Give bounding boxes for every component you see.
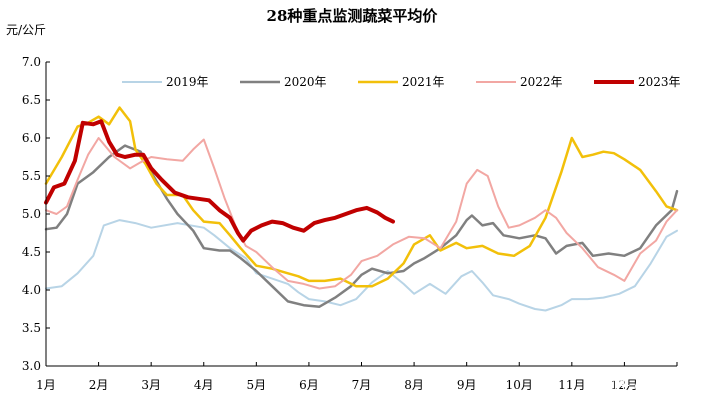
series-line-2020年 — [44, 144, 679, 308]
y-tick-label: 6.5 — [22, 93, 41, 107]
x-tick-label: 10月 — [506, 378, 533, 392]
x-tick-label: 5月 — [247, 378, 267, 392]
legend-label: 2023年 — [638, 75, 681, 89]
x-tick-label: 9月 — [457, 378, 477, 392]
y-tick-label: 4.0 — [22, 283, 41, 297]
series-line-2021年 — [44, 106, 679, 288]
x-tick-label: 3月 — [141, 378, 161, 392]
y-tick-label: 5.5 — [22, 169, 41, 183]
x-tick-label: 7月 — [352, 378, 372, 392]
x-tick-label: 4月 — [194, 378, 214, 392]
legend-label: 2020年 — [284, 75, 327, 89]
legend-label: 2022年 — [520, 75, 563, 89]
y-tick-label: 6.0 — [22, 131, 41, 145]
series-lines — [44, 106, 679, 312]
x-tick-label: 1月 — [36, 378, 56, 392]
x-tick-label: 8月 — [404, 378, 424, 392]
series-line-2022年 — [45, 137, 678, 290]
series-line-2019年 — [45, 219, 678, 312]
legend-label: 2019年 — [166, 75, 209, 89]
x-ticks: 1月 2月 3月 4月 5月 6月 7月 8月 9月 10月 11月 12月 — [36, 362, 678, 392]
y-tick-label: 7.0 — [22, 55, 41, 69]
watermark: 知乎 @Ph迪 — [604, 378, 676, 394]
legend-label: 2021年 — [402, 75, 445, 89]
chart-title: 28种重点监测蔬菜平均价 — [267, 7, 439, 25]
y-tick-label: 3.5 — [22, 321, 41, 335]
x-tick-label: 12月 — [611, 378, 638, 392]
y-tick-label: 4.5 — [22, 245, 41, 259]
x-tick-label: 11月 — [558, 378, 585, 392]
legend: 2019年 2020年 2021年 2022年 2023年 — [122, 75, 681, 89]
y-tick-label: 5.0 — [22, 207, 41, 221]
series-line-2023年 — [44, 119, 395, 243]
y-unit-label: 元/公斤 — [6, 23, 46, 37]
y-tick-label: 3.0 — [22, 359, 41, 373]
y-ticks: 3.0 3.5 4.0 4.5 5.0 5.5 6.0 6.5 7.0 — [22, 55, 50, 373]
x-tick-label: 6月 — [299, 378, 319, 392]
x-tick-label: 2月 — [89, 378, 109, 392]
